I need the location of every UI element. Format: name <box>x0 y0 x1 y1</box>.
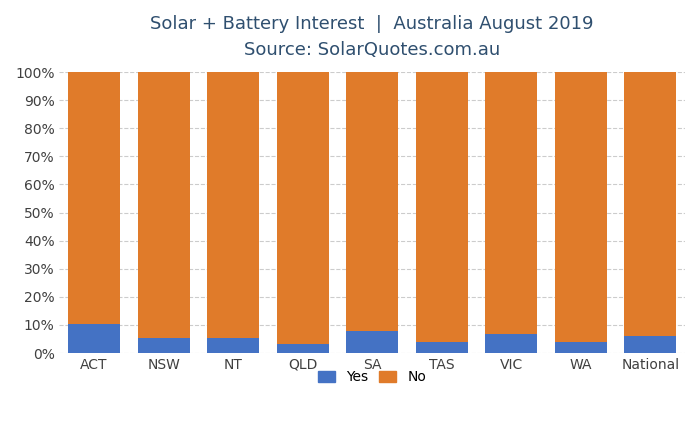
Bar <box>346 72 398 331</box>
Bar <box>276 72 329 344</box>
Legend: Yes, No: Yes, No <box>314 366 430 388</box>
Bar <box>554 342 607 353</box>
Bar <box>68 72 120 324</box>
Bar <box>485 72 538 334</box>
Bar <box>416 342 468 353</box>
Bar <box>346 331 398 353</box>
Bar <box>416 72 468 342</box>
Bar <box>624 72 676 336</box>
Bar <box>624 336 676 353</box>
Bar <box>138 72 190 339</box>
Title: Solar + Battery Interest  |  Australia August 2019
Source: SolarQuotes.com.au: Solar + Battery Interest | Australia Aug… <box>150 15 594 60</box>
Bar <box>276 344 329 353</box>
Bar <box>68 324 120 353</box>
Bar <box>554 72 607 342</box>
Bar <box>485 334 538 353</box>
Bar <box>138 339 190 353</box>
Bar <box>207 72 259 338</box>
Bar <box>207 338 259 353</box>
